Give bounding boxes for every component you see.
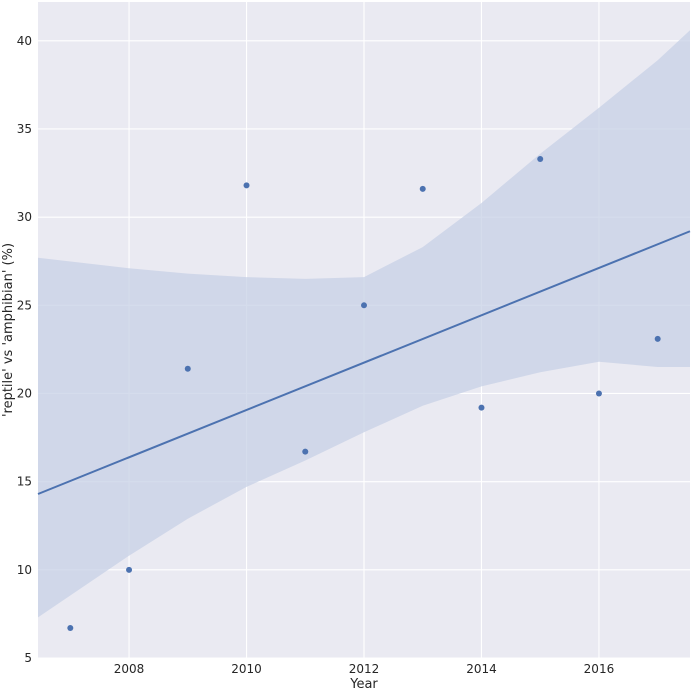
x-tick-labels: 2008 2010 2012 2014 2016 — [114, 662, 614, 676]
x-axis-label: Year — [349, 677, 378, 690]
x-tick-label: 2014 — [466, 662, 497, 676]
y-tick-label: 30 — [17, 210, 32, 224]
data-point — [243, 182, 250, 189]
y-tick-label: 5 — [24, 651, 32, 665]
y-tick-label: 10 — [17, 563, 32, 577]
regression-line — [37, 230, 691, 495]
x-tick-label: 2016 — [584, 662, 615, 676]
data-point — [654, 335, 661, 342]
y-tick-label: 35 — [17, 122, 32, 136]
confidence-band — [38, 30, 690, 618]
data-points — [67, 155, 661, 632]
data-point — [537, 155, 544, 162]
data-point — [419, 185, 426, 192]
y-tick-label: 40 — [17, 34, 32, 48]
data-point — [302, 448, 309, 455]
x-tick-label: 2008 — [114, 662, 145, 676]
data-point — [361, 302, 367, 309]
y-tick-labels: 5 10 15 20 25 30 35 40 — [17, 34, 32, 665]
y-axis-label: 'reptile' vs 'amphibian' (%) — [1, 243, 16, 417]
data-point — [478, 404, 485, 411]
data-point — [67, 625, 74, 632]
y-tick-label: 15 — [17, 475, 32, 489]
y-tick-label: 20 — [17, 386, 32, 400]
y-tick-label: 25 — [17, 298, 32, 312]
x-tick-label: 2010 — [231, 662, 262, 676]
data-point — [184, 365, 191, 372]
data-point — [126, 566, 133, 573]
data-point — [595, 390, 602, 397]
x-tick-label: 2012 — [349, 662, 380, 676]
